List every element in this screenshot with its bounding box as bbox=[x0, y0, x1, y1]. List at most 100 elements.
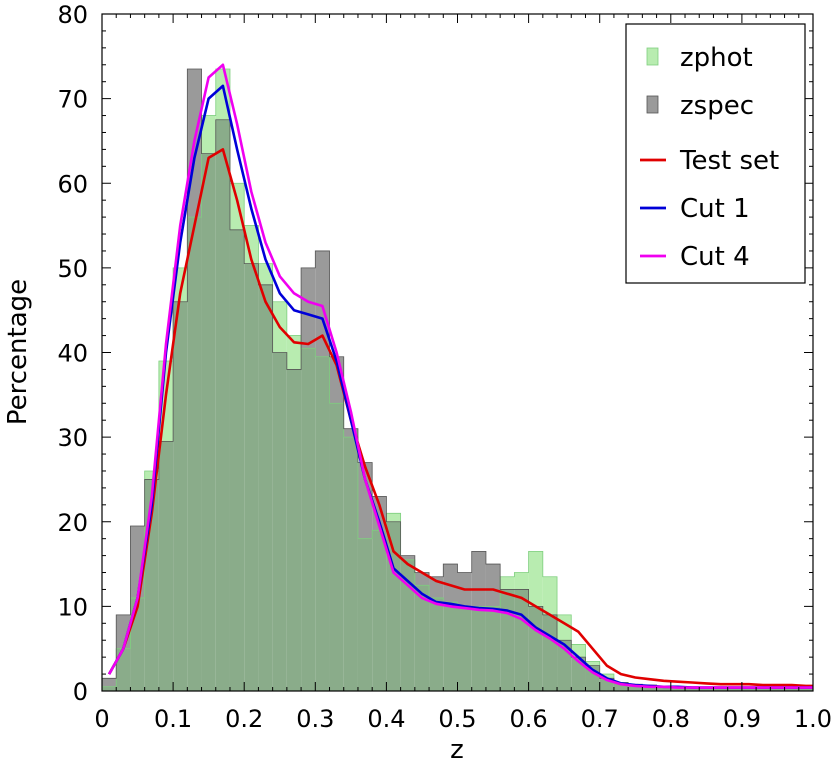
legend: zphot zspec Test set Cut 1 Cut 4 bbox=[625, 23, 806, 284]
y-tick-label: 10 bbox=[57, 593, 88, 621]
hist-bar-top bbox=[485, 564, 501, 607]
y-tick-label: 0 bbox=[73, 678, 88, 706]
y-tick-label: 80 bbox=[57, 1, 88, 29]
hist-bar-overlap bbox=[116, 648, 131, 691]
hist-bar-overlap bbox=[784, 688, 799, 691]
legend-label: zspec bbox=[680, 91, 754, 121]
x-tick-label: 0.1 bbox=[154, 705, 192, 733]
hist-bar-overlap bbox=[372, 530, 387, 691]
x-tick-label: 0.9 bbox=[723, 705, 761, 733]
hist-bar-top bbox=[102, 678, 117, 687]
hist-bar-overlap bbox=[201, 153, 216, 692]
hist-bar-top bbox=[372, 496, 387, 531]
hist-bar-overlap bbox=[471, 606, 486, 691]
hist-bar-overlap bbox=[656, 686, 671, 691]
hist-bar-overlap bbox=[429, 597, 444, 691]
hist-bar-overlap bbox=[642, 685, 657, 691]
hist-bar-top bbox=[528, 551, 543, 607]
hist-bar-overlap bbox=[770, 688, 785, 691]
x-tick-label: 0.6 bbox=[510, 705, 548, 733]
y-tick-label: 70 bbox=[57, 86, 88, 114]
hist-bar-overlap bbox=[414, 585, 430, 691]
legend-label: Cut 1 bbox=[680, 194, 750, 224]
hist-bar-overlap bbox=[329, 403, 344, 691]
hist-bar-overlap bbox=[130, 597, 145, 691]
x-tick-label: 0.3 bbox=[296, 705, 334, 733]
hist-bar-overlap bbox=[727, 688, 742, 691]
y-tick-label: 50 bbox=[57, 255, 88, 283]
hist-bar-overlap bbox=[315, 356, 330, 691]
hist-bar-overlap bbox=[613, 682, 629, 691]
hist-bar-top bbox=[201, 115, 216, 154]
hist-bar-overlap bbox=[528, 606, 543, 691]
hist-bar-top bbox=[144, 470, 159, 480]
y-tick-labels: 0 10 20 30 40 50 60 70 80 bbox=[57, 1, 88, 706]
hist-bar-overlap bbox=[443, 602, 458, 691]
hist-bar-overlap bbox=[272, 352, 287, 691]
hist-bar-top bbox=[599, 674, 614, 679]
x-tick-label: 0.7 bbox=[581, 705, 619, 733]
y-tick-label: 20 bbox=[57, 509, 88, 537]
axis-ticks bbox=[101, 13, 814, 692]
y-tick-label: 30 bbox=[57, 424, 88, 452]
legend-symbol bbox=[646, 95, 659, 114]
legend-box bbox=[625, 23, 806, 284]
hist-bar-overlap bbox=[343, 437, 358, 691]
hist-bar-overlap bbox=[229, 229, 245, 691]
hist-bar-top bbox=[443, 564, 458, 603]
hist-bar-overlap bbox=[357, 538, 373, 691]
legend-label: Cut 4 bbox=[680, 242, 750, 272]
hist-bar-top bbox=[500, 576, 515, 590]
y-axis-label: Percentage bbox=[3, 279, 33, 425]
hist-bar-overlap bbox=[258, 284, 273, 691]
x-axis-label: z bbox=[450, 735, 464, 765]
hist-bar-overlap bbox=[756, 688, 771, 691]
hist-bar-top bbox=[357, 462, 373, 539]
legend-label: zphot bbox=[680, 43, 753, 73]
hist-bar-top bbox=[400, 555, 415, 560]
hist-bar-overlap bbox=[173, 301, 188, 691]
hist-bar-overlap bbox=[301, 348, 316, 691]
hist-bar-top bbox=[514, 572, 529, 590]
hist-bar-overlap bbox=[158, 441, 174, 691]
hist-bar-overlap bbox=[187, 217, 202, 691]
y-tick-label: 60 bbox=[57, 170, 88, 198]
hist-bar-overlap bbox=[685, 687, 700, 691]
hist-bar-overlap bbox=[628, 685, 643, 691]
hist-bar-top bbox=[542, 576, 558, 615]
hist-bar-overlap bbox=[457, 606, 472, 691]
hist-bar-overlap bbox=[741, 688, 757, 691]
x-tick-label: 0.5 bbox=[438, 705, 476, 733]
x-tick-label: 0.4 bbox=[367, 705, 405, 733]
x-tick-label: 1.0 bbox=[794, 705, 832, 733]
hist-bar-overlap bbox=[514, 589, 529, 691]
hist-bar-overlap bbox=[102, 686, 117, 691]
hist-bar-top bbox=[244, 225, 259, 264]
hist-bar-overlap bbox=[485, 606, 501, 691]
series-lines bbox=[107, 63, 813, 689]
x-tick-label: 0.2 bbox=[225, 705, 263, 733]
hist-bar-overlap bbox=[713, 688, 728, 691]
hist-bar-top bbox=[585, 661, 600, 666]
hist-bar-overlap bbox=[244, 263, 259, 691]
histogram-bars bbox=[101, 68, 814, 692]
legend-symbol bbox=[646, 47, 659, 66]
y-tick-label: 40 bbox=[57, 340, 88, 368]
legend-label: Test set bbox=[679, 146, 779, 176]
hist-bar-top bbox=[286, 335, 302, 370]
hist-bar-overlap bbox=[500, 589, 515, 691]
hist-bar-overlap bbox=[400, 559, 415, 691]
hist-bar-overlap bbox=[542, 614, 558, 691]
x-tick-label: 0.8 bbox=[652, 705, 690, 733]
hist-bar-top bbox=[343, 428, 358, 438]
series-line-cut-4 bbox=[107, 63, 813, 689]
hist-bar-overlap bbox=[699, 688, 714, 691]
series-line-test-set bbox=[107, 148, 813, 688]
hist-bar-overlap bbox=[798, 688, 813, 691]
hist-bar-top bbox=[386, 513, 401, 522]
hist-bar-top bbox=[301, 267, 316, 349]
hist-bar-top bbox=[471, 551, 486, 607]
hist-bar-overlap bbox=[215, 119, 230, 691]
hist-bar-overlap bbox=[286, 369, 302, 691]
